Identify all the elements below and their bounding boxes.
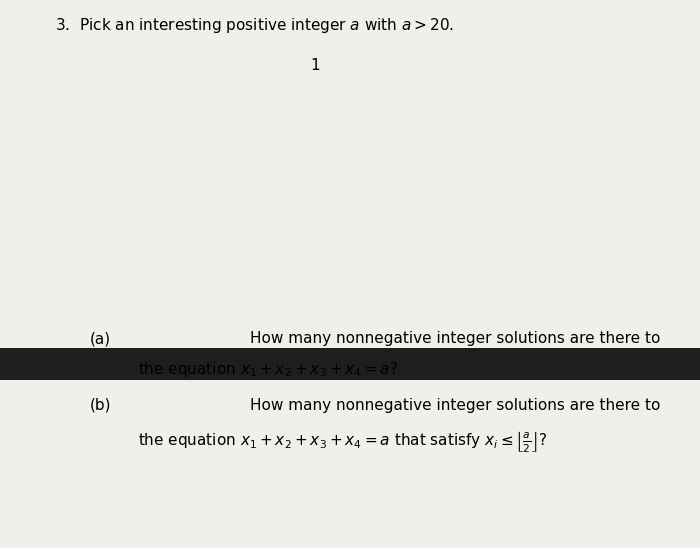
Text: (b): (b) xyxy=(90,398,111,413)
Text: (a): (a) xyxy=(90,331,111,346)
Text: How many nonnegative integer solutions are there to: How many nonnegative integer solutions a… xyxy=(250,398,660,413)
Text: the equation $x_1 + x_2 + x_3 + x_4 = a$ that satisfy $x_i \leq \left\lfloor \fr: the equation $x_1 + x_2 + x_3 + x_4 = a$… xyxy=(138,430,547,454)
Text: 1: 1 xyxy=(310,58,320,73)
Text: How many nonnegative integer solutions are there to: How many nonnegative integer solutions a… xyxy=(250,331,660,346)
Text: the equation $x_1 + x_2 + x_3 + x_4 = a$?: the equation $x_1 + x_2 + x_3 + x_4 = a$… xyxy=(138,360,398,379)
Text: 3.  Pick an interesting positive integer $a$ with $a > 20$.: 3. Pick an interesting positive integer … xyxy=(55,16,454,35)
Bar xyxy=(0,348,700,380)
